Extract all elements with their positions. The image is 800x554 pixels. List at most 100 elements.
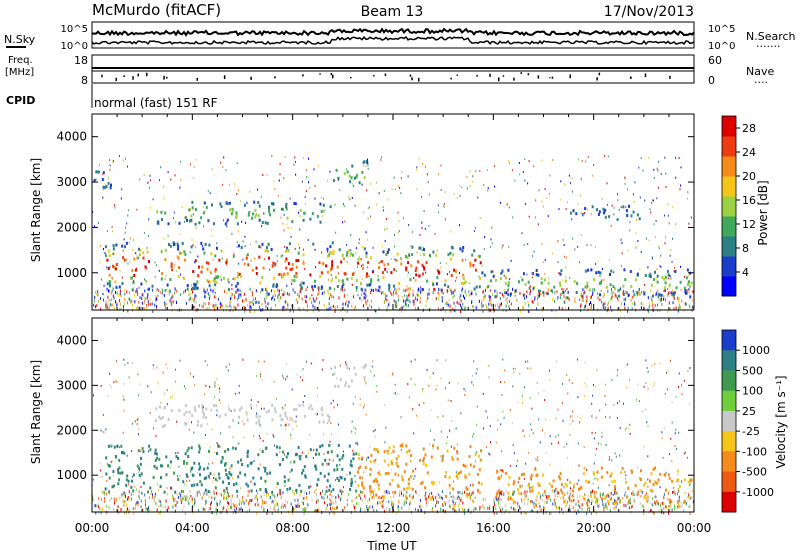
xtick-label-5: 20:00 xyxy=(576,521,611,535)
nsky-label: N.Sky xyxy=(4,33,36,46)
freq-dot xyxy=(520,72,522,74)
freq-dot xyxy=(411,77,413,81)
freq-dot xyxy=(456,74,458,76)
freq-dot xyxy=(332,74,334,79)
colorbar-swatch-3 xyxy=(722,216,736,237)
ytick-label-1: 2000 xyxy=(56,423,87,437)
ytick-label-1: 2000 xyxy=(56,220,87,234)
nsearch-label: N.Search xyxy=(746,30,796,43)
velocity-colorbar-label: Velocity [m s⁻¹] xyxy=(774,375,788,468)
freq-dot xyxy=(384,73,387,76)
freq-dot xyxy=(476,74,478,77)
ytick-label-3: 4000 xyxy=(56,333,87,347)
noise-panel-frame xyxy=(91,21,695,49)
freq-dot xyxy=(537,75,540,79)
freq-dot xyxy=(350,77,352,79)
freq-unit-label: [MHz] xyxy=(5,67,34,78)
noise-traces xyxy=(91,27,695,46)
colorbar-swatch-0 xyxy=(722,276,736,297)
power-colorbar: 4 8 12 16 20 24 28 xyxy=(721,115,756,297)
colorbar-swatch-3 xyxy=(722,390,736,412)
colorbar-swatch-5 xyxy=(722,176,736,197)
freq-dot xyxy=(250,76,252,80)
colorbar-tick-2: 100 xyxy=(742,385,763,398)
colorbar-tick-1: 8 xyxy=(742,242,749,255)
colorbar-tick-6: -500 xyxy=(742,466,767,479)
noise-tick-right-bottom: 10^0 xyxy=(708,41,735,52)
velocity-ylabel: Slant Range [km] xyxy=(29,360,43,464)
freq-tick-top: 18 xyxy=(74,54,88,67)
nsearch-dots: ······· xyxy=(756,40,780,53)
velocity-panel: 1000 2000 3000 4000 xyxy=(56,317,695,515)
freq-dot xyxy=(498,77,500,82)
freq-dot xyxy=(196,77,198,81)
freq-dot xyxy=(146,72,148,77)
freq-dot xyxy=(513,77,515,81)
ytick-label-0: 1000 xyxy=(56,266,87,280)
colorbar-tick-3: 16 xyxy=(742,194,756,207)
ytick-label-2: 3000 xyxy=(56,175,87,189)
date-label: 17/Nov/2013 xyxy=(604,4,694,20)
colorbar-tick-0: 4 xyxy=(742,266,749,279)
freq-dot xyxy=(132,76,134,80)
freq-dot xyxy=(669,75,671,79)
beam-label: Beam 13 xyxy=(361,4,424,20)
colorbar-tick-6: 28 xyxy=(742,122,756,135)
nave-tick-top: 60 xyxy=(708,54,722,67)
xtick-label-2: 08:00 xyxy=(275,521,310,535)
colorbar-swatch-1 xyxy=(722,350,736,371)
freq-dot xyxy=(644,73,647,78)
colorbar-swatch-6 xyxy=(722,451,736,472)
freq-dot xyxy=(223,75,226,79)
freq-tick-bottom: 8 xyxy=(81,74,88,87)
data-pixels xyxy=(92,154,694,313)
colorbar-swatch-6 xyxy=(722,156,736,177)
nave-label: Nave xyxy=(746,65,774,78)
nave-dots: ···· xyxy=(754,76,768,89)
colorbar-swatch-8 xyxy=(722,116,736,137)
colorbar-swatch-2 xyxy=(722,370,736,392)
freq-dot xyxy=(569,74,571,79)
power-colorbar-label: Power [dB] xyxy=(756,180,770,245)
freq-dot xyxy=(115,77,117,81)
freq-dot xyxy=(527,73,530,76)
xtick-label-0: 00:00 xyxy=(75,521,110,535)
colorbar-swatch-1 xyxy=(722,256,736,277)
freq-dot xyxy=(166,76,168,79)
freq-dot xyxy=(123,75,125,77)
colorbar-tick-3: 25 xyxy=(742,405,756,418)
xtick-label-1: 04:00 xyxy=(175,521,210,535)
freq-dot xyxy=(418,77,420,82)
colorbar-tick-4: -25 xyxy=(742,425,760,438)
cpid-label: CPID xyxy=(6,94,35,107)
panel-background xyxy=(92,114,694,310)
cpid-value: normal (fast) 151 RF xyxy=(94,96,218,110)
freq-dot xyxy=(409,74,412,77)
freq-dot xyxy=(101,74,103,78)
freq-dot xyxy=(163,75,165,80)
freq-traces xyxy=(92,67,694,82)
nave-tick-bottom: 0 xyxy=(708,74,715,87)
colorbar-swatch-5 xyxy=(722,431,736,452)
nsky-trace xyxy=(91,35,695,46)
noise-tick-right-top: 10^5 xyxy=(708,24,735,35)
colorbar-tick-2: 12 xyxy=(742,218,756,231)
colorbar-swatch-7 xyxy=(722,136,736,157)
colorbar-tick-1: 500 xyxy=(742,364,763,377)
freq-dot xyxy=(549,77,551,79)
xtick-label-3: 12:00 xyxy=(376,521,411,535)
nsearch-trace xyxy=(91,27,695,37)
colorbar-swatch-0 xyxy=(722,330,736,351)
ytick-label-3: 4000 xyxy=(56,130,87,144)
colorbar-tick-5: -100 xyxy=(742,445,767,458)
time-xlabel: Time UT xyxy=(366,539,417,553)
colorbar-swatch-4 xyxy=(722,410,736,432)
colorbar-tick-0: 1000 xyxy=(742,344,770,357)
velocity-colorbar: 1000 500 100 25 -25 -100 -500 -1000 xyxy=(721,329,774,513)
freq-dot xyxy=(373,75,375,77)
colorbar-swatch-8 xyxy=(722,491,736,513)
freq-dot xyxy=(137,73,139,77)
freq-dot xyxy=(274,76,276,79)
freq-dot xyxy=(319,73,321,75)
